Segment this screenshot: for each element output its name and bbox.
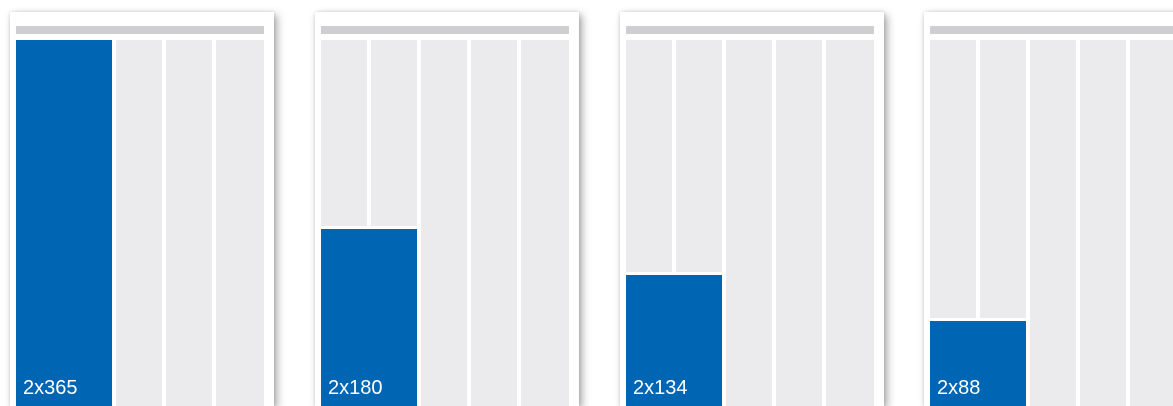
column-grid: 2x365	[16, 40, 264, 406]
block-label: 2x365	[23, 377, 78, 400]
column-grid: 2x134	[626, 40, 874, 406]
highlight-block: 2x134	[626, 272, 722, 406]
column	[166, 40, 212, 406]
column	[726, 40, 772, 406]
column	[776, 40, 822, 406]
column	[1030, 40, 1076, 406]
column-grid: 2x180	[321, 40, 569, 406]
card-1: 2x365	[10, 12, 274, 406]
card-2: 2x180	[315, 12, 579, 406]
column	[826, 40, 874, 406]
card-3: 2x134	[620, 12, 884, 406]
card-4: 2x88	[924, 12, 1173, 406]
column	[471, 40, 517, 406]
column	[421, 40, 467, 406]
column	[1130, 40, 1173, 406]
highlight-block: 2x365	[16, 40, 112, 406]
block-label: 2x88	[937, 377, 980, 400]
header-bar	[626, 26, 874, 34]
block-label: 2x180	[328, 377, 383, 400]
header-bar	[321, 26, 569, 34]
column	[521, 40, 569, 406]
header-bar	[16, 26, 264, 34]
block-label: 2x134	[633, 377, 688, 400]
header-bar	[930, 26, 1173, 34]
column	[116, 40, 162, 406]
column-grid: 2x88	[930, 40, 1173, 406]
highlight-block: 2x88	[930, 318, 1026, 406]
column	[1080, 40, 1126, 406]
highlight-block: 2x180	[321, 226, 417, 406]
column	[216, 40, 264, 406]
